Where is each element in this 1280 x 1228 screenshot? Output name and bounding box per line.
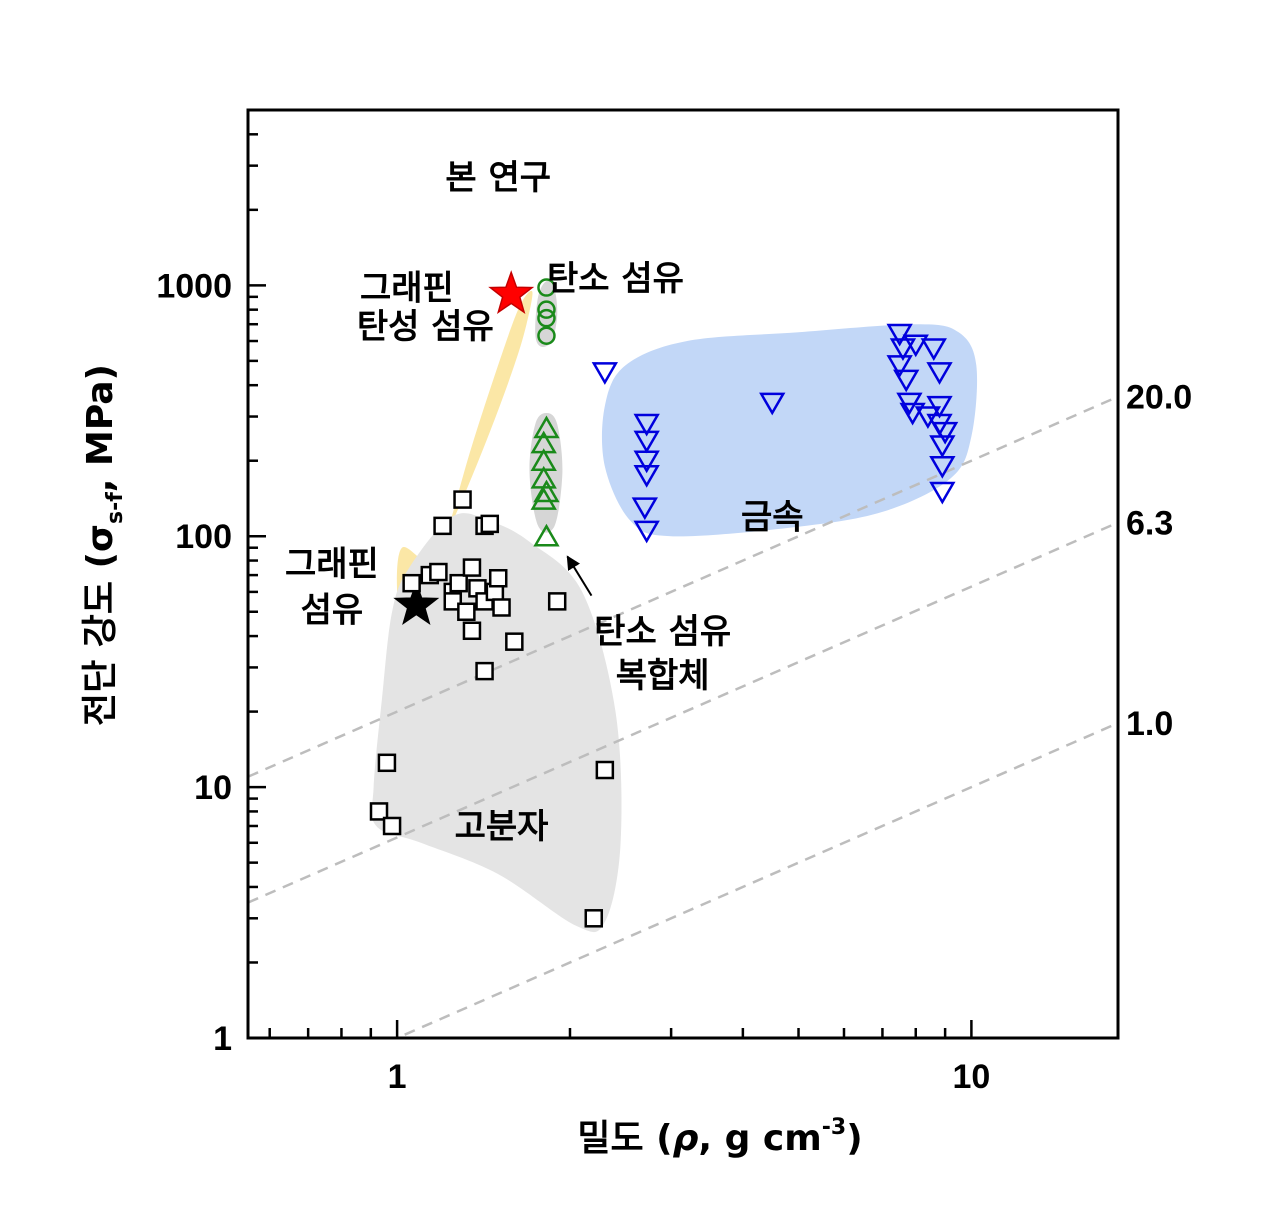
triangle-down-marker — [929, 456, 956, 479]
triangle-down-marker — [633, 450, 660, 474]
square-marker — [492, 598, 511, 617]
star-marker-0 — [488, 270, 535, 314]
annotation-label: 금속 — [741, 497, 804, 537]
square-marker — [547, 592, 567, 611]
triangle-down-marker — [631, 497, 659, 521]
triangle-down-marker — [633, 430, 660, 454]
guide-label-layer: 20.0 6.3 1.0 — [1126, 379, 1192, 743]
guide-line-0 — [248, 395, 1118, 778]
annotation-label: 그래핀 — [360, 269, 454, 309]
triangle-down-marker — [926, 395, 953, 419]
triangle-down-marker — [893, 369, 920, 393]
square-marker — [457, 602, 476, 622]
region-metal — [601, 324, 978, 537]
square-marker — [429, 562, 448, 582]
triangle-up-marker — [533, 523, 560, 547]
annotation-label: 고분자 — [455, 807, 549, 847]
triangle-down-marker — [899, 402, 926, 426]
marker-layer — [369, 270, 959, 928]
y-tick-label: 1 — [213, 1020, 232, 1058]
square-marker — [462, 621, 482, 641]
square-marker — [382, 816, 402, 836]
guide-label-2: 1.0 — [1126, 705, 1173, 743]
circle-marker — [537, 308, 556, 328]
triangle-down-marker — [929, 435, 956, 458]
triangle-up-marker — [530, 487, 557, 510]
square-marker — [480, 514, 500, 534]
star-marker-1 — [393, 581, 440, 625]
square-marker — [488, 569, 508, 588]
triangle-down-marker — [902, 334, 929, 358]
annotation-label: 탄소 섬유 — [547, 259, 684, 299]
triangle-down-marker — [591, 362, 619, 385]
triangle-down-marker — [920, 338, 947, 362]
x-tick-label: 10 — [952, 1058, 990, 1096]
triangle-down-marker — [759, 392, 786, 416]
square-marker — [584, 909, 604, 928]
square-marker — [505, 632, 524, 651]
square-marker — [402, 573, 421, 593]
triangle-down-marker — [633, 413, 660, 437]
square-marker — [377, 753, 397, 773]
annotation-label: 본 연구 — [445, 158, 551, 198]
triangle-up-marker — [533, 479, 560, 503]
guide-label-1: 6.3 — [1126, 505, 1173, 543]
x-tick-label: 1 — [388, 1058, 407, 1096]
annotation-label: 섬유 — [301, 591, 364, 631]
tick-layer: 1 10 100 1000 1 10 — [156, 108, 990, 1096]
y-tick-label: 1000 — [156, 267, 232, 305]
triangle-down-marker — [914, 406, 942, 430]
square-marker — [443, 592, 463, 611]
composite-arrow — [566, 555, 593, 597]
square-marker — [462, 558, 482, 577]
x-axis-title: 밀도 (ρ, g cm-3) — [577, 1115, 862, 1159]
square-marker — [595, 760, 615, 780]
region-graphene-elastic-fiber — [396, 290, 533, 609]
circle-marker — [537, 326, 556, 345]
square-marker — [369, 802, 389, 821]
triangle-down-marker — [926, 362, 953, 385]
triangle-down-marker — [889, 338, 917, 362]
circle-marker — [537, 278, 556, 297]
square-marker — [433, 516, 452, 536]
triangle-down-marker — [929, 481, 956, 505]
annotation-label: 탄소 섬유 — [594, 612, 731, 652]
triangle-down-marker — [886, 355, 913, 378]
annotation-label: 복합체 — [616, 656, 710, 696]
y-tick-label: 100 — [175, 518, 232, 556]
guide-label-0: 20.0 — [1126, 379, 1192, 417]
guide-line-1 — [248, 521, 1118, 904]
triangle-down-marker — [633, 465, 660, 488]
annotation-label: 탄성 섬유 — [357, 307, 494, 347]
square-marker — [453, 490, 472, 509]
square-marker — [475, 661, 494, 681]
guide-line-layer — [248, 395, 1118, 1038]
triangle-down-marker — [633, 520, 660, 544]
region-polymer — [371, 513, 622, 933]
y-tick-label: 10 — [194, 769, 232, 807]
region-layer — [371, 280, 978, 933]
y-axis-title: 전단 강도 (σs-f, MPa) — [80, 364, 128, 726]
annotation-label: 그래핀 — [285, 544, 379, 584]
circle-marker — [537, 300, 556, 319]
square-marker — [449, 573, 468, 593]
triangle-down-marker — [931, 421, 959, 445]
